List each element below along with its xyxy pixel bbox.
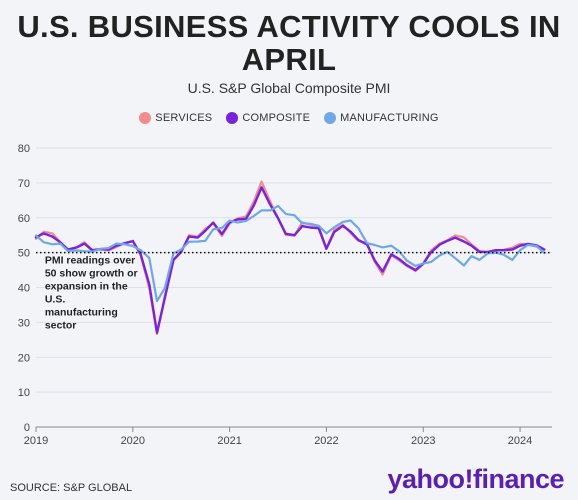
annotation-line-3: U.S. xyxy=(45,294,66,306)
x-tick-label-2024: 2024 xyxy=(508,435,532,447)
annotation-line-2: expansion in the xyxy=(45,281,128,293)
y-tick-label-10: 10 xyxy=(18,387,30,399)
y-tick-label-20: 20 xyxy=(18,352,30,364)
annotation-line-4: manufacturing xyxy=(45,307,118,319)
annotation-line-0: PMI readings over xyxy=(45,255,135,267)
chart-legend: SERVICES COMPOSITE MANUFACTURING xyxy=(0,112,578,124)
x-tick-label-2020: 2020 xyxy=(121,435,145,447)
x-tick-label-2022: 2022 xyxy=(314,435,338,447)
legend-label-manufacturing: MANUFACTURING xyxy=(340,112,439,124)
legend-label-services: SERVICES xyxy=(155,112,213,124)
y-tick-label-80: 80 xyxy=(18,143,30,155)
legend-swatch-composite xyxy=(226,112,239,124)
y-tick-label-40: 40 xyxy=(18,283,30,295)
legend-swatch-manufacturing xyxy=(324,112,337,124)
source-note: SOURCE: S&P GLOBAL xyxy=(10,482,133,494)
annotation-line-1: 50 show growth or xyxy=(45,268,138,280)
x-tick-label-2019: 2019 xyxy=(24,435,48,447)
legend-item-composite: COMPOSITE xyxy=(226,112,310,124)
x-tick-label-2023: 2023 xyxy=(411,435,435,447)
yahoo-finance-logo: yahoo!finance xyxy=(387,464,564,494)
legend-item-manufacturing: MANUFACTURING xyxy=(324,112,439,124)
legend-item-services: SERVICES xyxy=(139,112,212,124)
chart-title: U.S. BUSINESS ACTIVITY COOLS IN APRIL xyxy=(17,9,561,77)
y-tick-label-30: 30 xyxy=(18,317,30,329)
y-tick-label-50: 50 xyxy=(18,248,30,260)
legend-label-composite: COMPOSITE xyxy=(242,112,311,124)
y-tick-label-60: 60 xyxy=(18,213,30,225)
annotation-line-5: sector xyxy=(45,320,77,332)
y-tick-label-70: 70 xyxy=(18,178,30,190)
series-line-manufacturing xyxy=(34,204,546,303)
chart-subtitle: U.S. S&P Global Composite PMI xyxy=(187,80,391,96)
legend-swatch-services xyxy=(139,112,152,124)
y-tick-label-0: 0 xyxy=(24,422,30,434)
x-tick-label-2021: 2021 xyxy=(217,435,241,447)
